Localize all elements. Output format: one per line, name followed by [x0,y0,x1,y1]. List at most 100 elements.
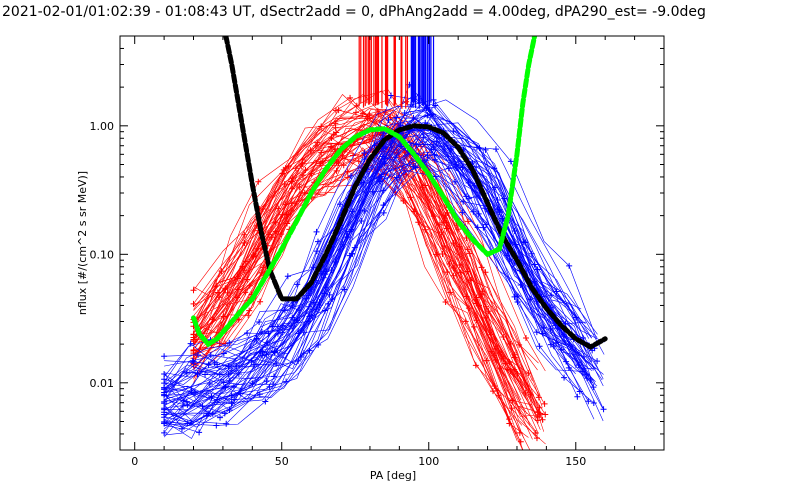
series-1-marker [590,400,597,407]
series-0-marker [296,184,303,191]
series-0-marker [479,288,486,295]
series-0-marker [246,307,253,314]
series-1-marker [202,371,209,378]
series-0-marker [433,251,440,258]
series-1-marker [507,158,514,165]
y-tick-label: 1.00 [90,120,115,133]
series-1-marker [380,202,387,209]
series-1-marker [420,134,427,141]
series-1-trace-57 [163,146,604,424]
series-0-marker [508,405,515,412]
series-1-marker [322,284,329,291]
series-1-marker [522,239,529,246]
series-0-marker [542,411,549,418]
series-1-marker [514,298,521,305]
series-1-marker [183,398,190,405]
series-0-marker [539,416,546,423]
series-1-marker [315,238,322,245]
series-1-marker [594,358,601,365]
series-0-marker [355,158,362,165]
series-1-marker [283,378,290,385]
series-1-marker [531,261,538,268]
series-1-marker [480,224,487,231]
series-0-marker [214,289,221,296]
series-1-marker [585,398,592,405]
series-0-marker [233,294,240,301]
series-1-marker [504,252,511,259]
series-0-marker [525,370,532,377]
series-0-marker [288,200,295,207]
series-1-marker [565,364,572,371]
series-1-marker [358,217,365,224]
series-1-marker [380,209,387,216]
series-1-marker [482,146,489,153]
series-1-marker [256,318,263,325]
series-0-marker [280,166,287,173]
series-1-marker [388,92,395,99]
series-1-marker [376,174,383,181]
series-0-marker [190,331,197,338]
series-1-marker [161,420,168,427]
series-1-marker [313,228,320,235]
series-1-marker [432,173,439,180]
series-0-marker [450,240,457,247]
series-1-marker [226,339,233,346]
series-0-marker [442,298,449,305]
series-1-marker [369,188,376,195]
series-0-marker [190,300,197,307]
series-1-marker [558,346,565,353]
series-0-trace-44 [193,149,528,450]
series-1-marker [482,205,489,212]
x-tick-label: 50 [275,455,289,468]
series-1-marker [187,340,194,347]
series-0-marker [455,226,462,233]
series-1-marker [459,209,466,216]
series-1-trace-55 [164,99,597,367]
chart-title: 2021-02-01/01:02:39 - 01:08:43 UT, dSect… [2,4,706,20]
series-1-marker [431,156,438,163]
series-0-marker [347,94,354,101]
series-1-marker [533,329,540,336]
series-0-marker [250,253,257,260]
series-1-marker [344,234,351,241]
series-0-marker [314,139,321,146]
series-1-marker [494,197,501,204]
series-0-marker [224,289,231,296]
series-1-marker [536,343,543,350]
series-1-marker [259,352,266,359]
series-0-marker [534,413,541,420]
series-1-marker [450,128,457,135]
plot-area [161,36,608,450]
series-1-marker [249,380,256,387]
series-0-marker [450,272,457,279]
series-1-marker [587,377,594,384]
series-1-marker [322,271,329,278]
series-1-marker [262,398,269,405]
series-1-marker [208,394,215,401]
series-1-marker [539,330,546,337]
series-0-marker [462,318,469,325]
series-1-marker [574,393,581,400]
series-0-marker [532,429,539,436]
series-1-marker [520,238,527,245]
series-1-trace-47 [163,122,587,389]
series-1-marker [195,352,202,359]
series-1-marker [337,201,344,208]
series-1-marker [371,142,378,149]
series-0-trace-46 [193,133,533,440]
series-0-marker [523,334,530,341]
series-1-marker [161,429,168,436]
series-0-marker [268,234,275,241]
series-1-marker [326,291,333,298]
series-0-marker [319,159,326,166]
series-1-marker [300,329,307,336]
series-0-marker [483,357,490,364]
series-1-marker [385,117,392,124]
series-1-marker [161,406,168,413]
series-1-marker [470,208,477,215]
series-1-marker [348,173,355,180]
series-0-trace-26 [193,147,525,439]
series-0-marker [299,172,306,179]
series-1-marker [161,371,168,378]
